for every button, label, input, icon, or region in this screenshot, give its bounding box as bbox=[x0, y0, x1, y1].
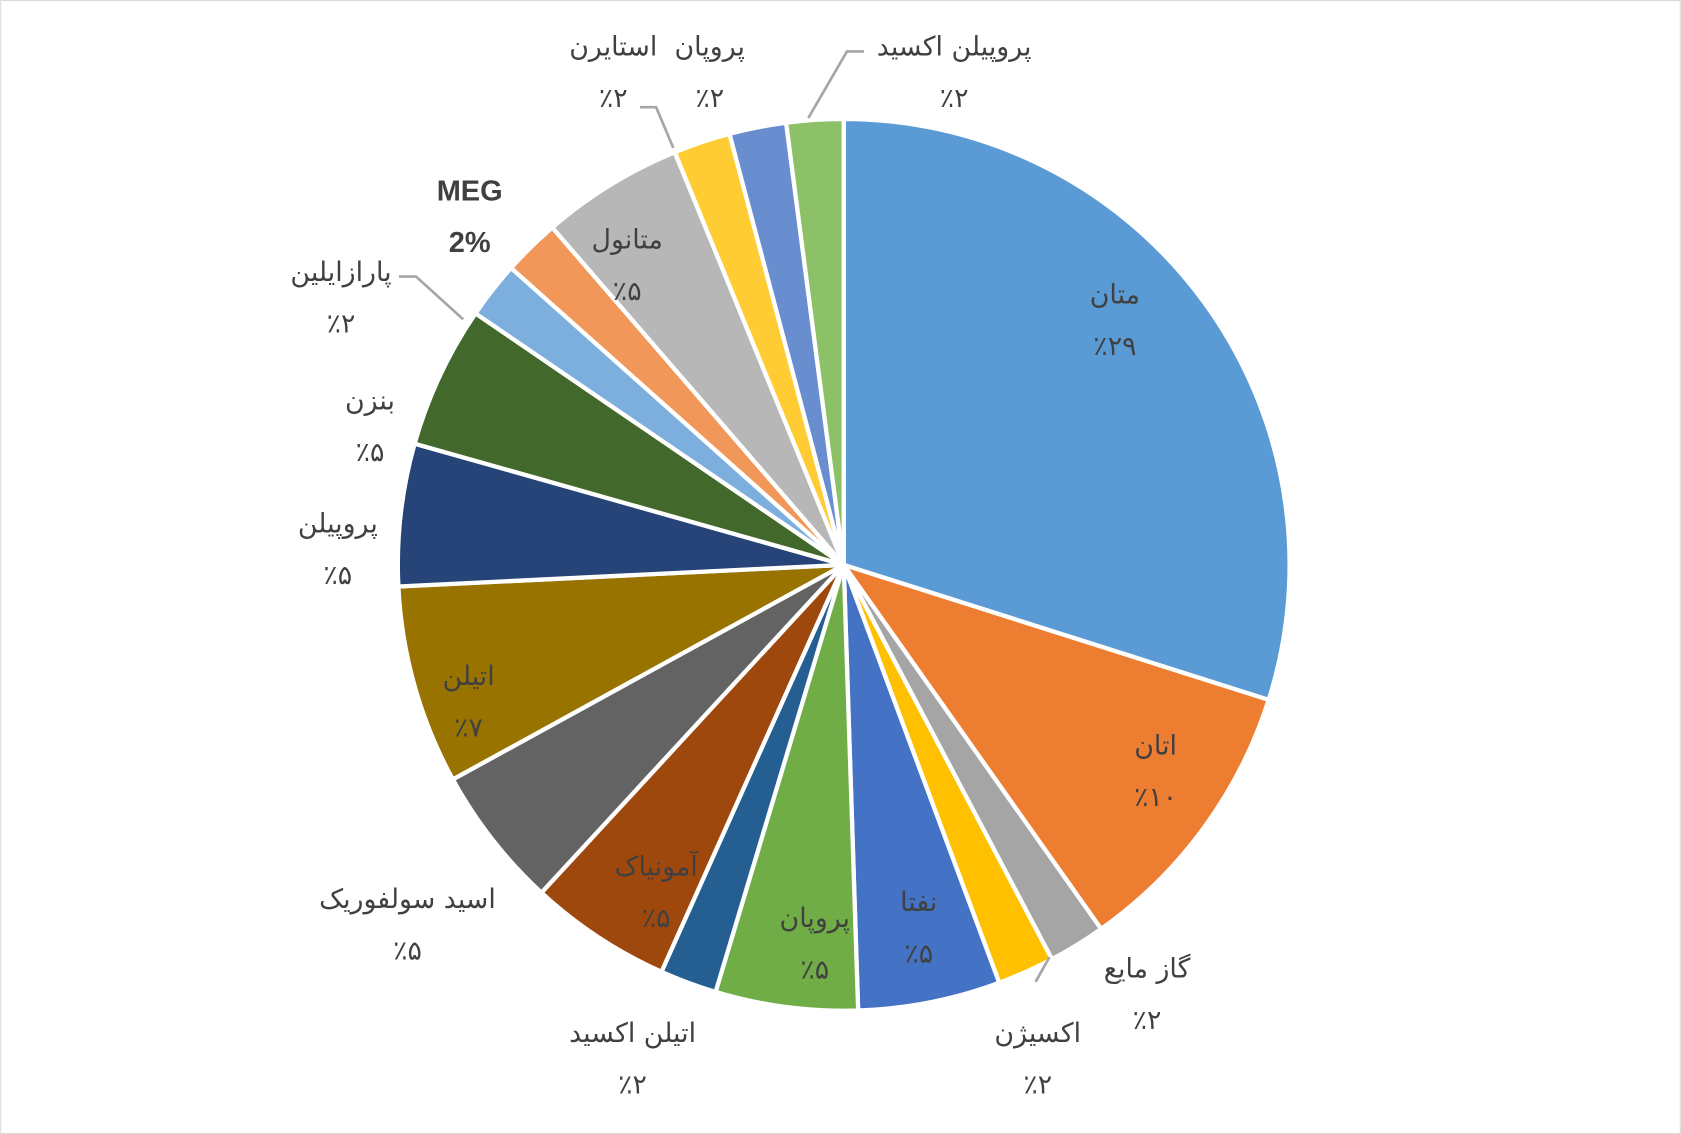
pie-slice bbox=[412, 311, 846, 567]
category-label: نفتا bbox=[900, 887, 937, 918]
pie-slice bbox=[713, 562, 861, 1013]
value-label: ٪۲ bbox=[1023, 1069, 1052, 1100]
pie-slice bbox=[550, 150, 846, 567]
value-label: ٪۲ bbox=[1133, 1005, 1162, 1036]
category-label: آمونیاک bbox=[614, 851, 699, 883]
category-label: متان bbox=[1090, 279, 1140, 310]
leader-line bbox=[807, 50, 865, 119]
category-label: پروپیلن اکسید bbox=[877, 32, 1032, 63]
leader-line bbox=[640, 105, 675, 149]
pie-slice bbox=[841, 562, 1271, 932]
value-label: ٪۲۹ bbox=[1093, 331, 1136, 362]
value-label: ٪۱۰ bbox=[1134, 782, 1177, 813]
pie-slice bbox=[841, 562, 1002, 1013]
category-label: پروپان bbox=[675, 32, 745, 63]
category-label: پروپان bbox=[780, 903, 850, 934]
leader-line bbox=[1034, 956, 1051, 983]
value-label: ٪۲ bbox=[599, 83, 628, 114]
pie-slice bbox=[450, 562, 846, 895]
category-label: استایرن bbox=[569, 32, 657, 63]
value-label: ٪۵ bbox=[323, 560, 352, 591]
pie-slice bbox=[841, 116, 1292, 703]
category-label: گاز مایع bbox=[1104, 954, 1191, 985]
category-label: اکسیژن bbox=[994, 1018, 1081, 1049]
value-label: ٪۲ bbox=[695, 83, 724, 114]
category-label: بنزن bbox=[345, 385, 395, 416]
pie-slice bbox=[783, 116, 846, 567]
value-label: ٪۵ bbox=[904, 939, 933, 970]
category-label: پارازایلین bbox=[290, 257, 391, 288]
leader-line bbox=[398, 275, 465, 321]
pie-slice bbox=[395, 441, 846, 589]
category-label: پروپیلن bbox=[298, 509, 378, 540]
category-label: اسید سولفوریک bbox=[319, 884, 496, 915]
category-label: MEG bbox=[437, 176, 503, 208]
labels: متان ٪۲۹ اتان ٪۱۰ گاز مایع ٪۲ اکسیژن ٪۲ نفتا ٪۵ پر… bbox=[290, 32, 1190, 1101]
value-label: ٪۵ bbox=[356, 437, 385, 468]
category-label: اتیلن اکسید bbox=[569, 1018, 696, 1049]
category-label: اتان bbox=[1134, 731, 1177, 762]
pie bbox=[395, 116, 1292, 1013]
value-label: ٪۷ bbox=[454, 712, 483, 743]
value-label: ٪۲ bbox=[327, 308, 356, 339]
value-label: 2% bbox=[449, 227, 491, 259]
value-label: ٪۵ bbox=[642, 903, 671, 934]
category-label: متانول bbox=[592, 225, 663, 256]
value-label: ٪۵ bbox=[613, 276, 642, 307]
value-label: ٪۵ bbox=[800, 955, 829, 986]
value-label: ٪۲ bbox=[618, 1069, 647, 1100]
value-label: ٪۲ bbox=[940, 83, 969, 114]
category-label: اتیلن bbox=[442, 661, 494, 692]
pie-slice bbox=[396, 562, 846, 782]
pie-slice bbox=[539, 562, 846, 974]
value-label: ٪۵ bbox=[393, 935, 422, 966]
